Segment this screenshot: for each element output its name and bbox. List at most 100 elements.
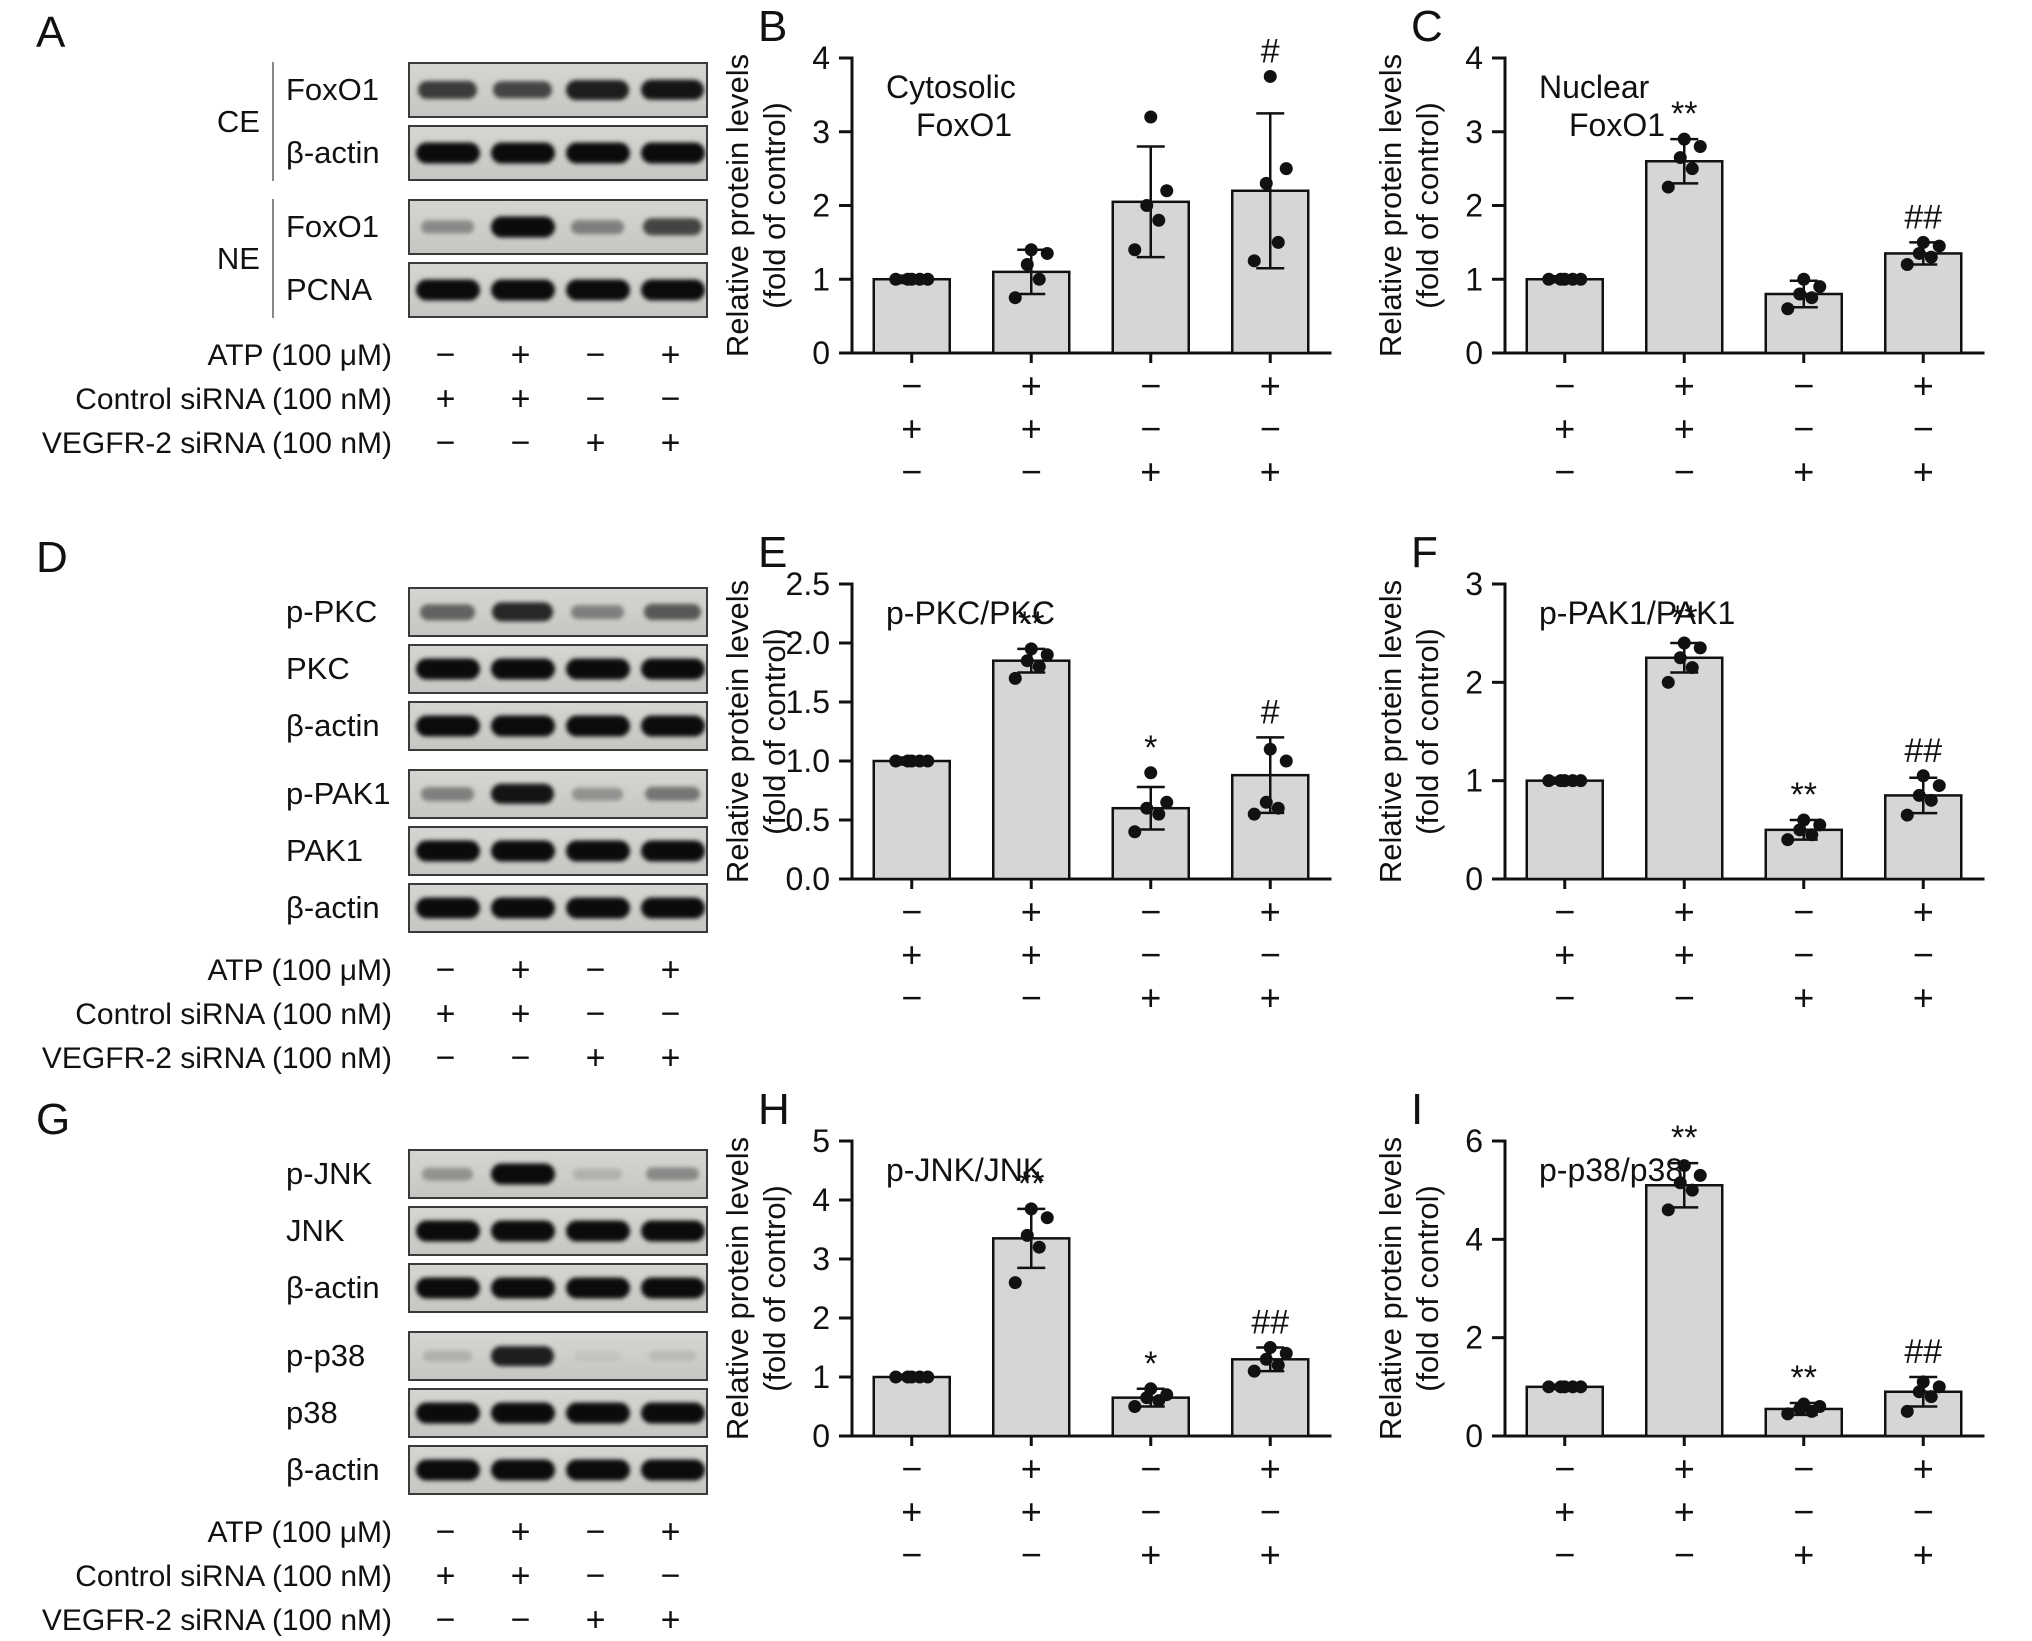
blot-band (490, 1459, 555, 1481)
bar (872, 1375, 951, 1438)
data-point (1140, 199, 1154, 212)
chart-title: p-JNK/JNK (886, 1152, 1044, 1188)
x-sign: − (1021, 1534, 1042, 1575)
significance-label: ** (1671, 1119, 1697, 1157)
data-point (1247, 254, 1261, 268)
x-sign: − (1793, 1448, 1814, 1489)
treatment-sign: + (660, 951, 681, 989)
blot-band (640, 279, 705, 301)
data-point (1247, 807, 1261, 821)
treatment-row: Control siRNA (100 nM) + + − − (30, 995, 708, 1034)
data-point (1916, 235, 1930, 249)
panel-h-chart: 0 1 2 3 4 5 Relative protein levels (fold of co… (712, 1091, 1412, 1596)
data-point (1271, 801, 1285, 815)
blot-band (491, 602, 554, 622)
bar (1884, 252, 1963, 355)
data-point (1793, 823, 1807, 837)
data-point (1781, 1407, 1795, 1421)
panel-f-letter: F (1411, 528, 1439, 577)
y-tick-label: 3 (1465, 114, 1483, 150)
data-point (1693, 140, 1707, 153)
protein-label: PAK1 (286, 833, 363, 868)
data-point (1008, 671, 1022, 685)
x-sign: − (1140, 1448, 1161, 1489)
panel-g: G p-JNK JNK β-actin p-p38 p38 β-actin ATP (100… (30, 1095, 720, 1640)
panel-a-letter: A (36, 8, 67, 57)
data-point (1916, 769, 1930, 783)
protein-label: PKC (286, 651, 350, 686)
blot-band (415, 1402, 480, 1424)
blot-band (420, 787, 475, 801)
treatment-label: VEGFR-2 siRNA (100 nM) (41, 426, 392, 460)
blot-row: β-actin (286, 125, 708, 181)
data-point (1805, 828, 1819, 842)
data-point (1024, 243, 1038, 257)
blot-strip (408, 62, 708, 118)
x-sign: − (1674, 451, 1695, 492)
significance-label: * (1144, 1345, 1157, 1383)
x-sign: − (1554, 1448, 1575, 1489)
x-sign: + (1260, 451, 1281, 492)
blot-band (565, 142, 630, 164)
chart-title: Nuclear (1539, 69, 1650, 105)
treatment-sign: + (510, 1557, 531, 1595)
treatment-sign: − (435, 1513, 456, 1551)
fraction-bracket (272, 62, 274, 181)
data-point (1259, 1352, 1273, 1366)
blot-strip (408, 1263, 708, 1313)
panel-e-letter: E (758, 528, 789, 577)
blot-row: FoxO1 (286, 199, 708, 255)
blot-rows: p-JNK JNK β-actin (286, 1149, 708, 1313)
blot-strip (408, 1149, 708, 1199)
protein-label: β-actin (286, 135, 380, 170)
data-point (1128, 1400, 1142, 1413)
treatment-sign: + (435, 380, 456, 418)
data-point (1797, 813, 1811, 827)
blot-row: β-actin (286, 1445, 708, 1495)
significance-label: ** (1791, 1359, 1817, 1397)
treatment-row: ATP (100 μM) − + − + (30, 951, 708, 990)
blot-body: CE FoxO1 β-actin NE FoxO1 PCNA (30, 62, 720, 318)
panel-e: E 0.0 0.5 1.0 1.5 2.0 2.5 Relative protein lev… (720, 528, 1412, 1039)
y-axis-label: (fold of control) (1410, 102, 1445, 309)
panel-c: C 0 1 2 3 4 Relative protein levels (fold of c… (1373, 2, 2032, 513)
blot-band (565, 1277, 630, 1299)
panel-i-chart: 0 2 4 6 Relative protein levels (fold of cont… (1365, 1091, 2032, 1596)
treatment-sign: − (585, 1513, 606, 1551)
data-point (1271, 235, 1285, 249)
bar (1645, 1184, 1724, 1438)
blot-band (570, 220, 625, 234)
blot-strip (408, 1445, 708, 1495)
y-tick-label: 0 (1465, 861, 1483, 897)
x-sign: − (1793, 934, 1814, 975)
blot-band (490, 1163, 555, 1185)
treatment-sign: + (510, 380, 531, 418)
treatment-sign: − (435, 951, 456, 989)
blot-row: FoxO1 (286, 62, 708, 118)
data-point (1259, 795, 1273, 809)
blot-band (415, 840, 480, 862)
protein-label: PCNA (286, 272, 373, 307)
blot-band (565, 897, 630, 919)
treatment-block: ATP (100 μM) − + − + Control siRNA (100 nM) + +… (30, 336, 720, 463)
blot-rows: p-PKC PKC β-actin (286, 587, 708, 751)
blot-rows: FoxO1 β-actin (286, 62, 708, 181)
y-tick-label: 2 (812, 1300, 830, 1336)
treatment-signs: − + − + (408, 336, 708, 375)
y-tick-label: 1 (1465, 763, 1483, 799)
panel-b-letter: B (758, 2, 789, 51)
blot-band (640, 897, 705, 919)
blot-row: PCNA (286, 262, 708, 318)
chart-E: 0.0 0.5 1.0 1.5 2.0 2.5 Relative protein level… (720, 566, 1332, 1018)
treatment-sign: − (510, 424, 531, 462)
treatment-sign: − (510, 1601, 531, 1639)
x-sign: − (901, 451, 922, 492)
y-axis-label: Relative protein levels (720, 54, 755, 357)
blot-band (640, 79, 705, 101)
bar (992, 1237, 1071, 1438)
bar (1525, 1385, 1604, 1438)
panel-h-letter: H (758, 1085, 791, 1134)
blot-band (415, 658, 480, 680)
blot-band (565, 715, 630, 737)
panel-e-chart: 0.0 0.5 1.0 1.5 2.0 2.5 Relative protein level… (712, 534, 1412, 1039)
